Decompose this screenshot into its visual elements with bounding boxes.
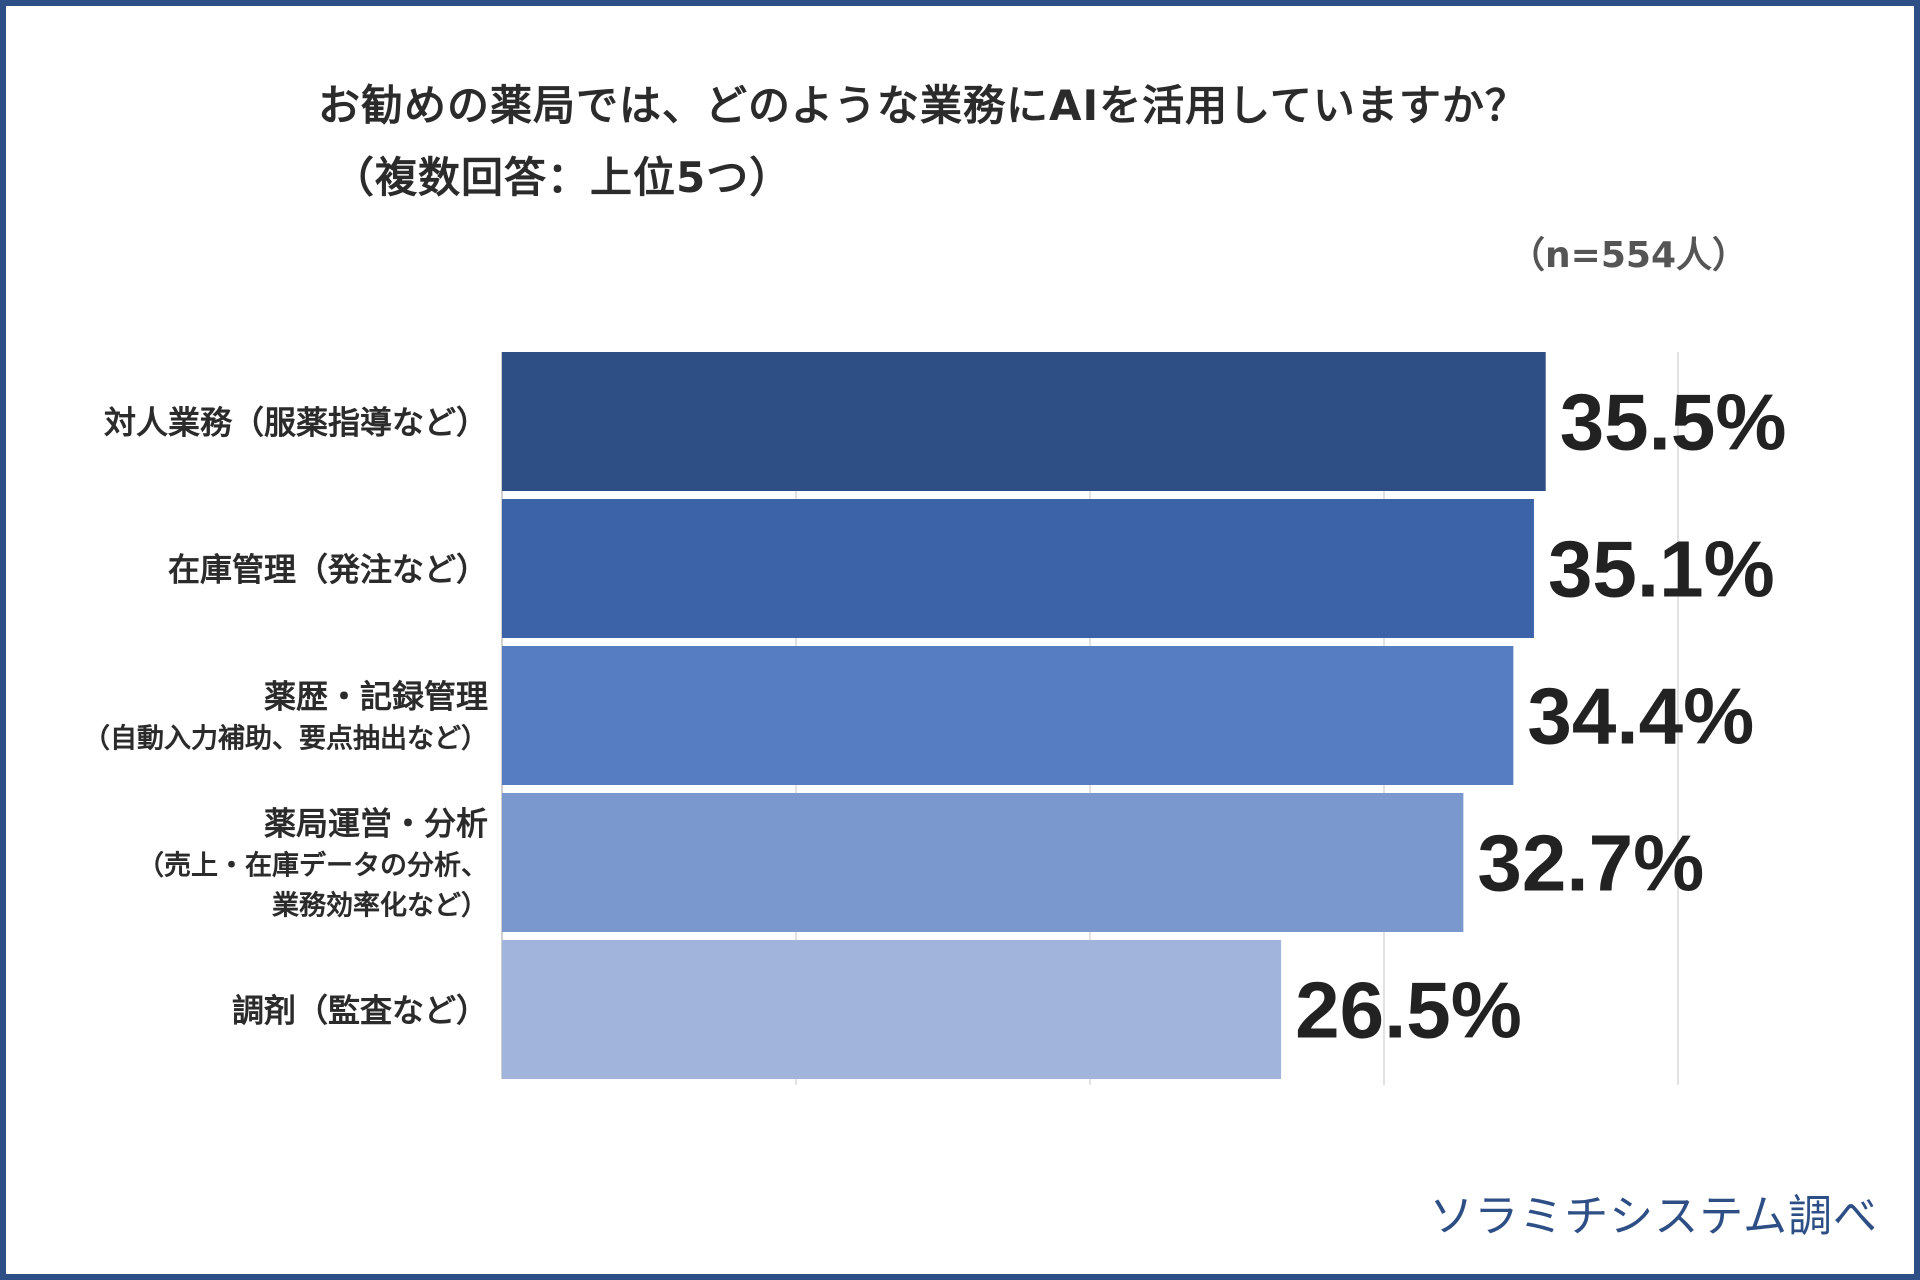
category-label-3-line-2: （自動入力補助、要点抽出など） bbox=[83, 723, 488, 755]
value-label-3: 34.4% bbox=[1527, 672, 1754, 761]
bar-2 bbox=[502, 499, 1534, 638]
value-label-2: 35.1% bbox=[1548, 525, 1775, 614]
bar-5 bbox=[502, 940, 1282, 1079]
chart-title-line2: （複数回答：上位5つ） bbox=[332, 153, 793, 202]
category-labels: 対人業務（服薬指導など） 在庫管理（発注など） 薬歴・記録管理 （自動入力補助、要点抽… bbox=[83, 404, 488, 1030]
bar-1 bbox=[502, 352, 1546, 491]
sample-size-label: （n=554人） bbox=[1509, 235, 1748, 276]
bar-3 bbox=[502, 646, 1514, 785]
category-label-1-line-1: 対人業務（服薬指導など） bbox=[104, 404, 488, 442]
value-labels: 35.5% 35.1% 34.4% 32.7% 26.5% bbox=[1295, 378, 1786, 1055]
chart-title: お勧めの薬局では、どのような業務にAIを活用していますか？ （複数回答：上位5つ… bbox=[318, 70, 1818, 214]
value-label-4: 32.7% bbox=[1477, 819, 1704, 908]
category-label-4-line-3: 業務効率化など） bbox=[272, 890, 488, 922]
category-label-3-line-1: 薬歴・記録管理 bbox=[264, 678, 488, 716]
bars bbox=[502, 352, 1546, 1079]
category-label-5-line-1: 調剤（監査など） bbox=[232, 992, 488, 1030]
chart-title-line1: お勧めの薬局では、どのような業務にAIを活用していますか？ bbox=[318, 81, 1528, 130]
bar-4 bbox=[502, 793, 1464, 932]
category-label-4-line-2: （売上・在庫データの分析、 bbox=[137, 850, 488, 882]
value-label-1: 35.5% bbox=[1560, 378, 1787, 467]
source-credit: ソラミチシステム調べ bbox=[1429, 1191, 1878, 1242]
category-label-4-line-1: 薬局運営・分析 bbox=[264, 805, 488, 843]
value-label-5: 26.5% bbox=[1295, 966, 1522, 1055]
category-label-2-line-1: 在庫管理（発注など） bbox=[168, 551, 488, 589]
